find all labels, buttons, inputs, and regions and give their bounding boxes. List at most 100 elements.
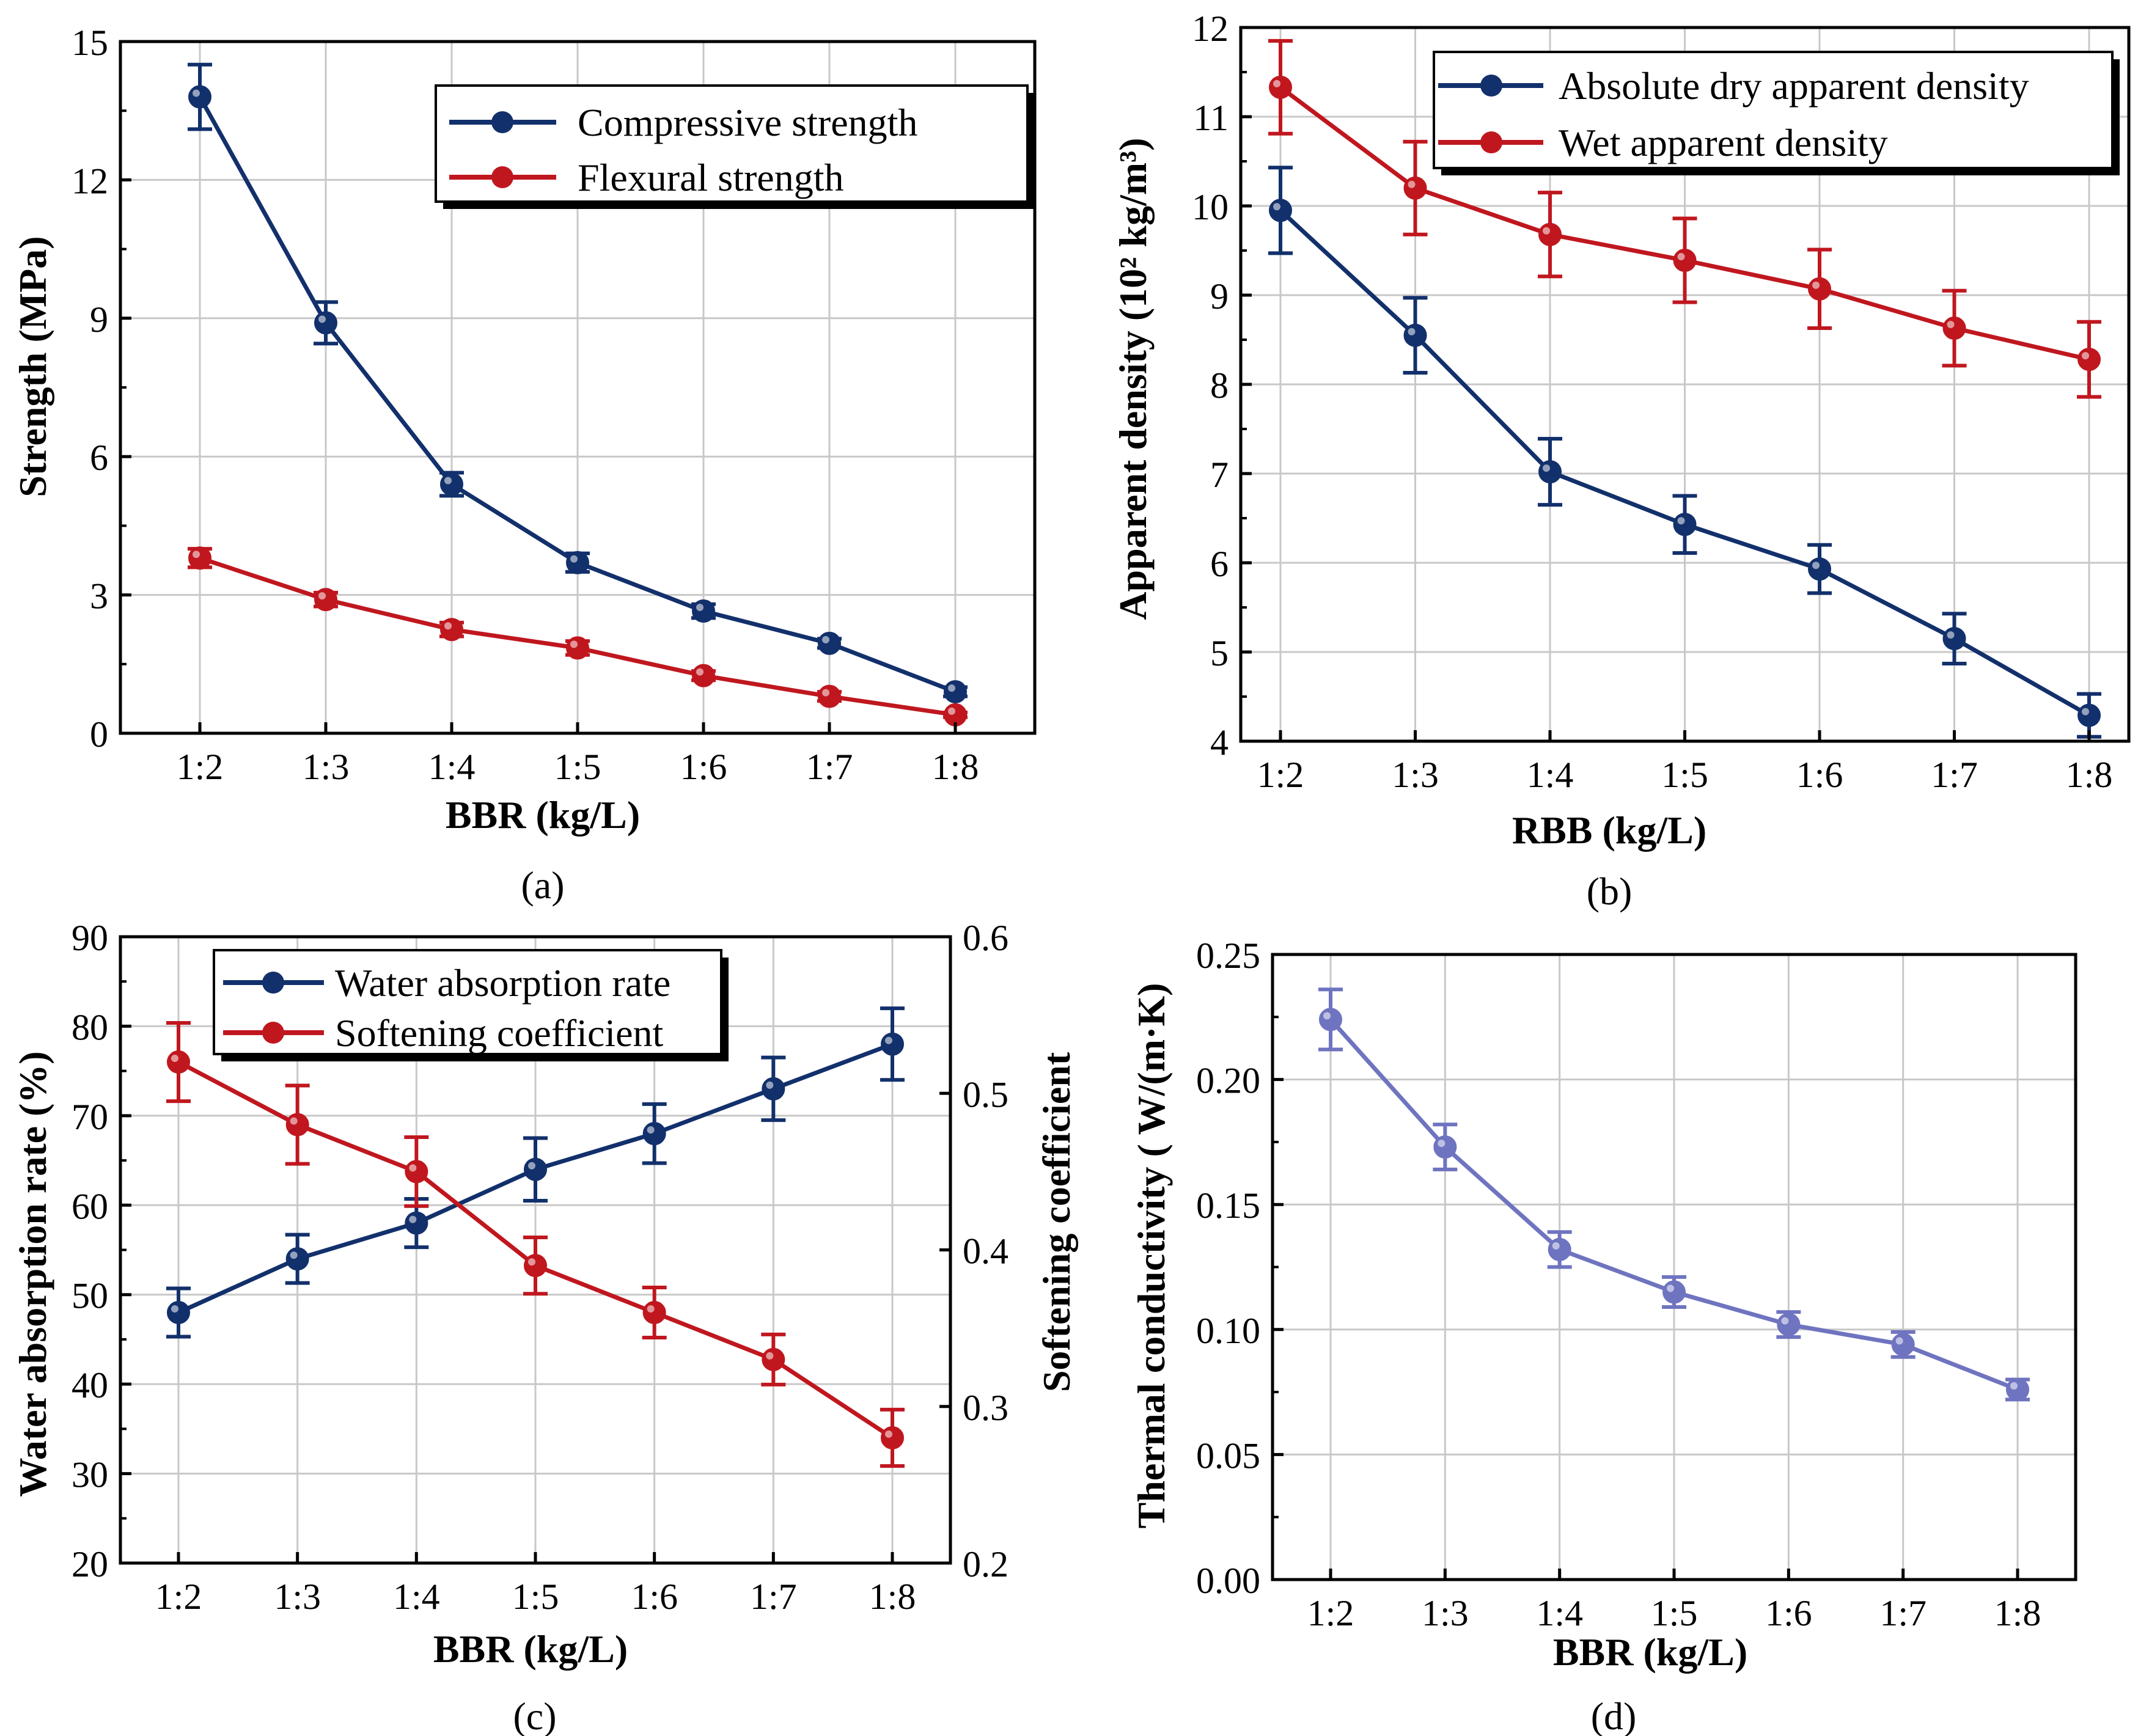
x-tick-label: 1:5 [512, 1577, 559, 1617]
data-point [566, 551, 589, 574]
data-point [1673, 513, 1697, 537]
panel-b-legend: Absolute dry apparent density Wet appare… [1433, 51, 2120, 175]
data-point [1403, 176, 1427, 200]
data-point [2006, 1378, 2029, 1402]
panel-d-series [1318, 987, 2030, 1402]
data-point [1891, 1333, 1915, 1357]
panel-d-ticks: 1:2 1:3 1:4 1:5 1:6 1:7 1:8 0.00 0.05 0.10 0.15 0.2… [1196, 936, 2041, 1633]
data-point [1433, 1135, 1457, 1159]
data-point [692, 599, 715, 623]
panel-a-ticks: 1:2 1:3 1:4 1:5 1:6 1:7 1:8 0 3 6 9 12 15 [72, 23, 979, 787]
x-tick-label: 1:7 [1931, 755, 1978, 795]
y-tick-label: 9 [1210, 276, 1229, 317]
data-point-highlight [570, 555, 578, 563]
y-tick-label: 0.05 [1196, 1435, 1260, 1476]
y-tick-label: 90 [72, 918, 108, 958]
data-point-highlight [1323, 1012, 1331, 1020]
data-point-highlight [1273, 79, 1280, 87]
y-tick-label: 7 [1210, 455, 1229, 495]
y-tick-label: 5 [1210, 633, 1229, 673]
panel-d-xlabel: BBR (kg/L) [1553, 1630, 1747, 1674]
x-tick-label: 1:8 [2066, 755, 2113, 795]
panel-a-legend-marker-2 [491, 166, 513, 188]
y-tick-label: 10 [1192, 187, 1229, 227]
x-tick-label: 1:6 [1765, 1593, 1812, 1633]
data-point-highlight [1895, 1337, 1903, 1345]
data-point-highlight [318, 315, 326, 323]
y-tick-label: 12 [72, 161, 108, 201]
data-point-highlight [409, 1164, 417, 1172]
x-tick-label: 1:3 [274, 1577, 321, 1617]
data-point [944, 680, 967, 704]
panel-c-legend-box [213, 949, 722, 1055]
data-point [566, 636, 589, 660]
data-point [1538, 460, 1562, 484]
data-point-highlight [193, 89, 200, 97]
data-point [762, 1347, 785, 1371]
data-point-highlight [1273, 203, 1280, 211]
data-point [405, 1211, 428, 1235]
panel-c-legend-marker-2 [262, 1022, 284, 1044]
x-tick-label: 1:7 [806, 747, 853, 787]
data-point-highlight [290, 1251, 298, 1259]
x-tick-label: 1:3 [1392, 755, 1439, 795]
data-point-highlight [948, 684, 955, 692]
y-tick-label: 4 [1210, 722, 1229, 763]
y-tick-label: 11 [1193, 98, 1229, 138]
panel-b: 1:2 1:3 1:4 1:5 1:6 1:7 1:8 4 5 6 7 8 9 10 11 12 RBB (k… [1111, 9, 2131, 913]
data-point-highlight [444, 622, 452, 630]
data-point [167, 1301, 190, 1324]
x-tick-label: 1:8 [869, 1577, 916, 1617]
y-tick-label: 30 [72, 1455, 108, 1495]
x-tick-label: 1:3 [303, 747, 350, 787]
panel-a-label: (a) [521, 863, 564, 907]
panel-d: 1:2 1:3 1:4 1:5 1:6 1:7 1:8 0.00 0.05 0.10 0.15 0.2… [1130, 936, 2077, 1736]
panel-b-ticks: 1:2 1:3 1:4 1:5 1:6 1:7 1:8 4 5 6 7 8 9 10 11 12 [1192, 9, 2112, 795]
x-tick-label: 1:4 [428, 747, 476, 787]
panel-d-ylabel: Thermal conductivity ( W/(m·K) [1130, 983, 1173, 1529]
panel-d-grid [1273, 954, 2076, 1580]
panel-a: 1:2 1:3 1:4 1:5 1:6 1:7 1:8 0 3 6 9 12 15 BBR (kg/L)… [11, 23, 1037, 907]
panel-b-series [1268, 38, 2101, 739]
data-point [167, 1050, 190, 1074]
y-tick-label: 40 [72, 1365, 108, 1405]
y-tick-label: 12 [1192, 9, 1229, 49]
y-tick-label: 15 [72, 23, 108, 63]
y2-tick-label: 0.5 [963, 1074, 1008, 1115]
data-point [818, 631, 841, 655]
x-tick-label: 1:5 [554, 747, 601, 787]
y-tick-label: 70 [72, 1097, 108, 1137]
panel-c: 1:2 1:3 1:4 1:5 1:6 1:7 1:8 20 30 40 50 60 70 80 90 0.2… [11, 918, 1078, 1736]
data-point-highlight [1947, 321, 1955, 329]
y-tick-label: 80 [72, 1007, 108, 1047]
data-point-highlight [1543, 464, 1550, 472]
panel-b-ylabel: Apparent density (10² kg/m³) [1111, 137, 1155, 620]
data-point-highlight [1408, 180, 1416, 188]
data-point [1269, 199, 1292, 222]
data-point-highlight [171, 1055, 178, 1062]
panel-c-series [166, 1006, 905, 1468]
panel-c-xlabel: BBR (kg/L) [433, 1627, 628, 1671]
data-point [524, 1157, 547, 1181]
data-point [440, 618, 463, 642]
y-tick-label: 0.00 [1196, 1561, 1260, 1601]
data-point-highlight [444, 477, 452, 485]
data-point [1269, 75, 1292, 99]
y-tick-label: 3 [90, 576, 108, 617]
data-point-highlight [1667, 1284, 1674, 1292]
panel-b-legend-marker-1 [1480, 75, 1502, 97]
panel-a-legend-marker-1 [491, 111, 513, 133]
data-point [314, 588, 337, 612]
y-tick-label: 9 [90, 299, 108, 340]
data-point [524, 1254, 547, 1278]
x-tick-label: 1:6 [680, 747, 727, 787]
x-tick-label: 1:3 [1422, 1593, 1469, 1633]
data-point [1777, 1313, 1801, 1336]
data-point [188, 85, 211, 109]
panel-c-legend: Water absorption rate Softening coeffici… [213, 949, 729, 1061]
y2-tick-label: 0.4 [963, 1231, 1008, 1272]
x-tick-label: 1:2 [1257, 755, 1304, 795]
data-point-highlight [318, 592, 326, 600]
panel-a-legend-text-2: Flexural strength [578, 156, 843, 199]
